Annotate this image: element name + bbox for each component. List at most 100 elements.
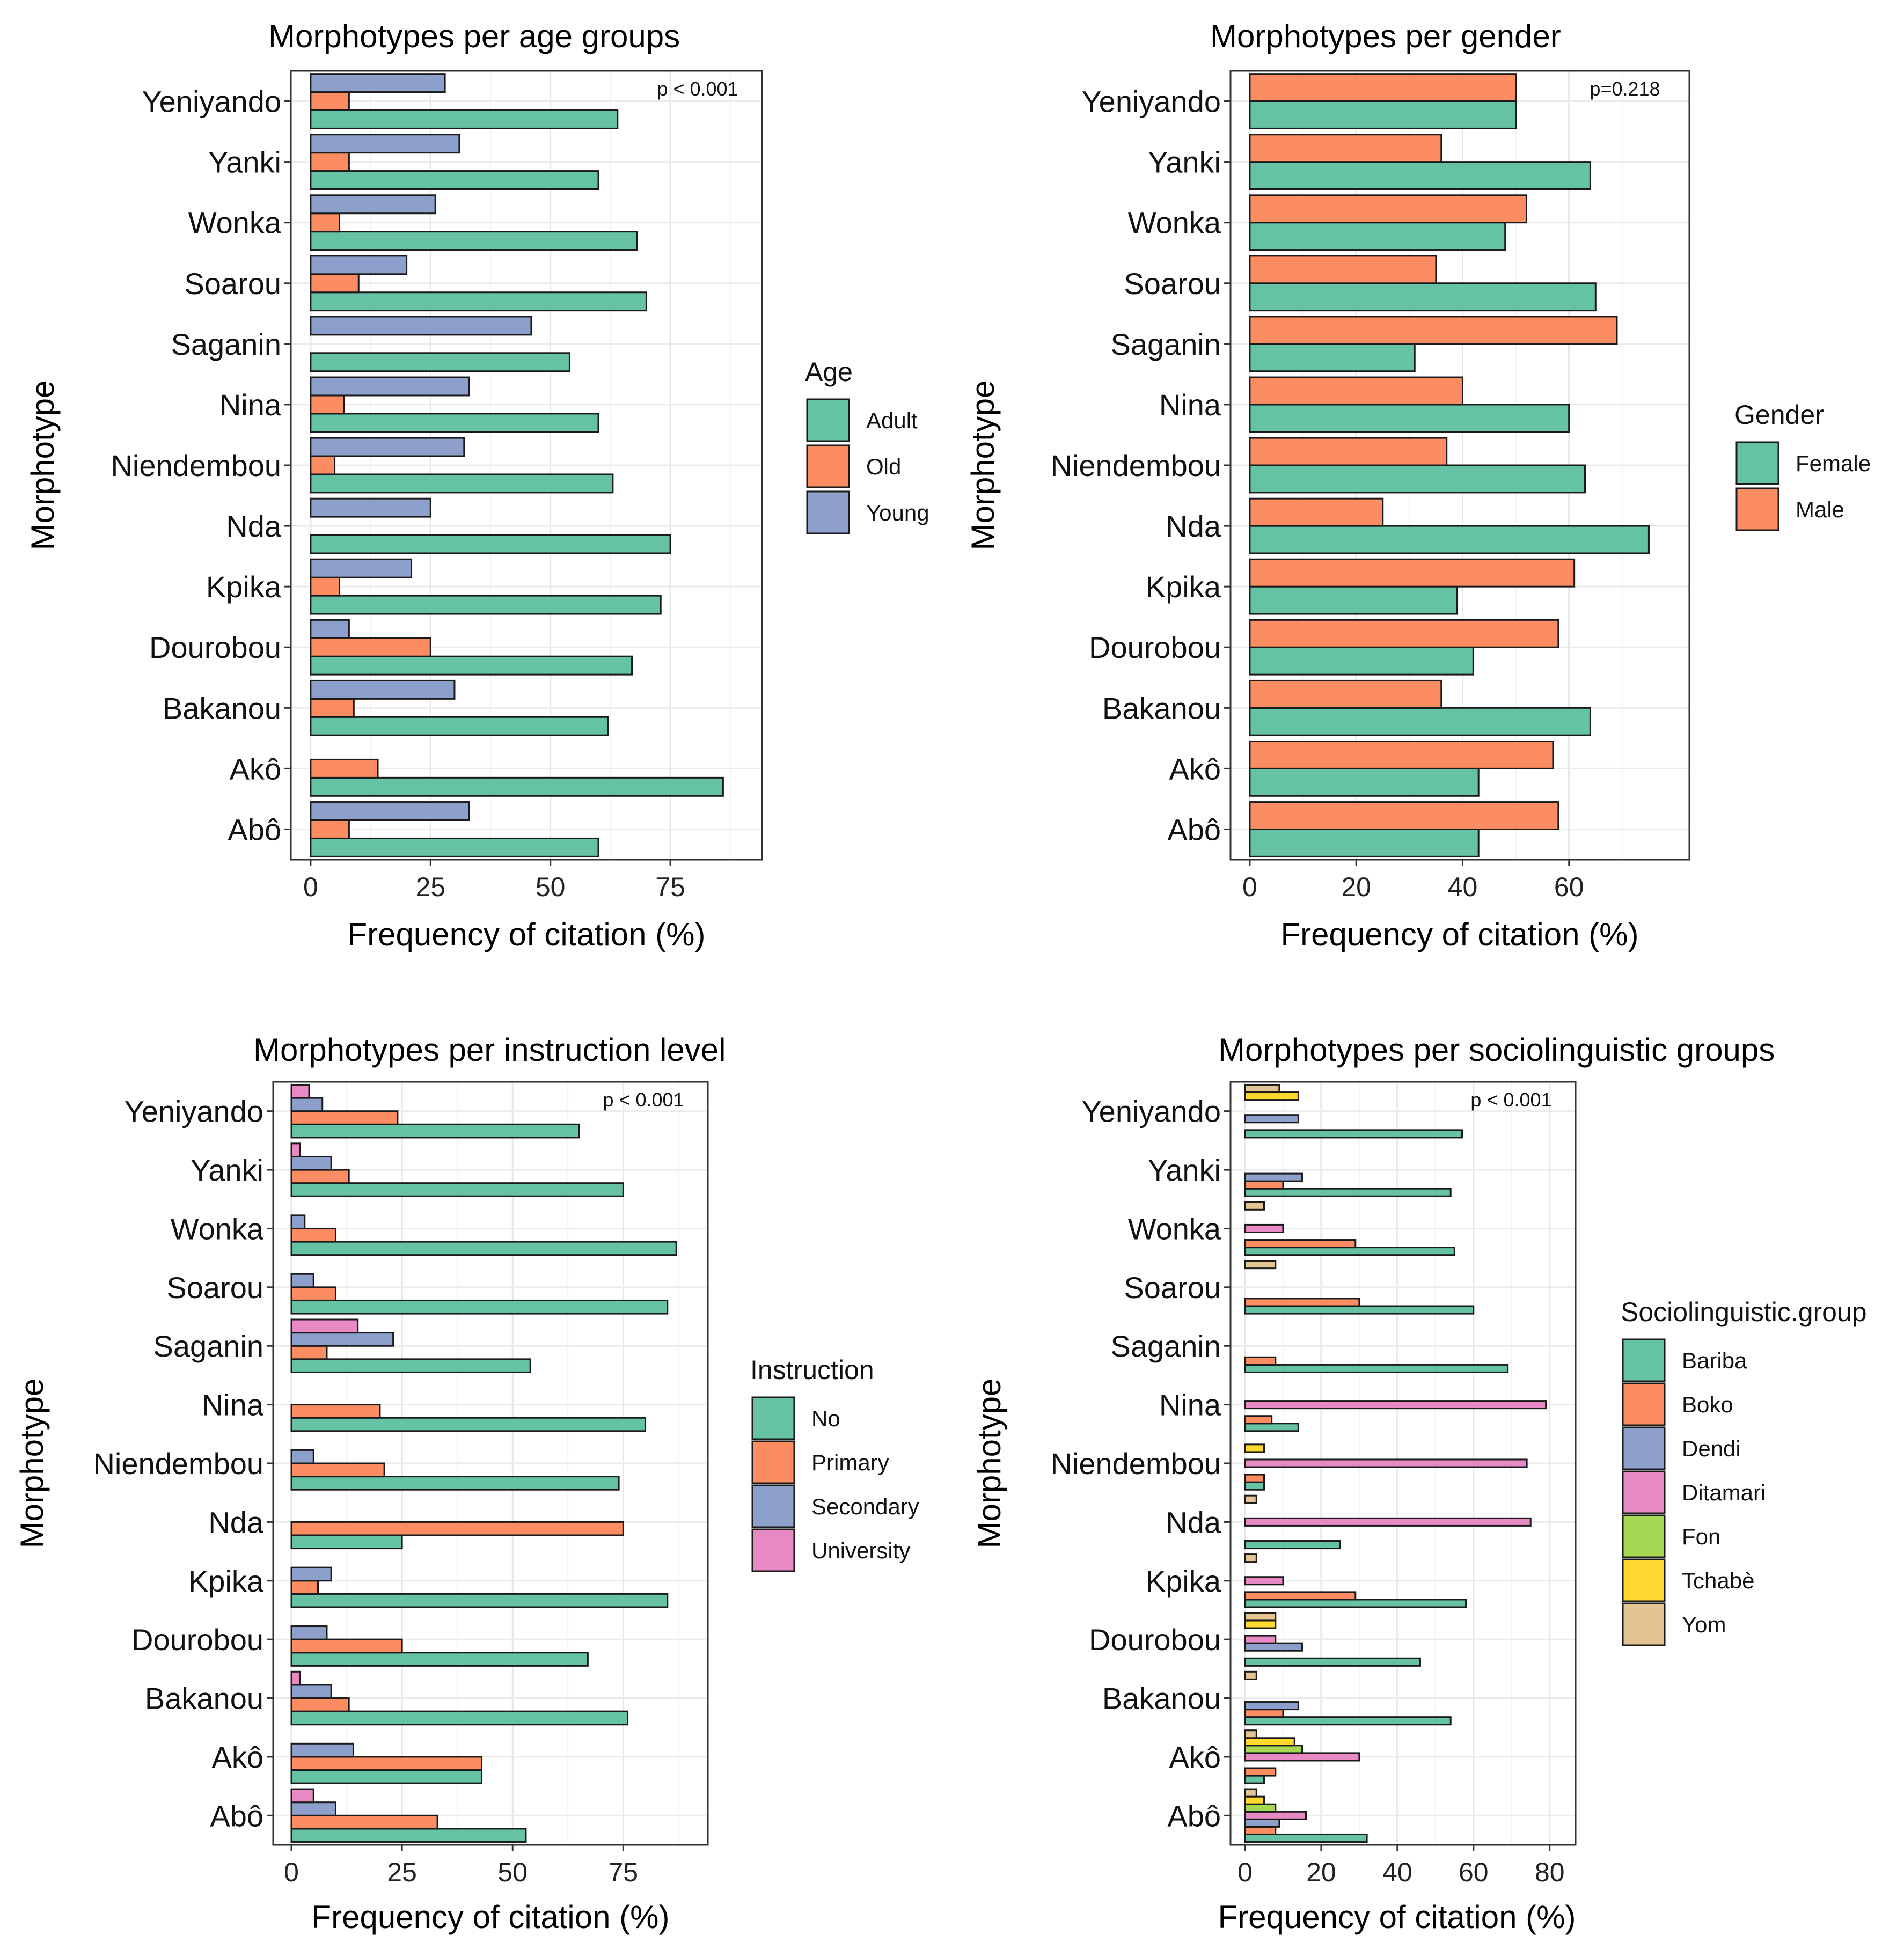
bar-male (1249, 619, 1559, 648)
bar-boko (1244, 1826, 1277, 1835)
p-value-annotation: p < 0.001 (603, 1089, 684, 1111)
bar-dendi (1244, 1642, 1303, 1652)
x-tick-label: 0 (1242, 872, 1257, 902)
bar-secondary (290, 1332, 394, 1347)
bar-boko (1244, 1298, 1360, 1307)
bar-young (310, 194, 436, 215)
chart-title: Morphotypes per gender (1210, 18, 1561, 54)
bar-yom (1244, 1260, 1277, 1270)
legend: Age Adult Old Young (805, 357, 929, 534)
bar-male (1249, 558, 1576, 588)
bar-female (1249, 282, 1597, 312)
bar-old (310, 394, 345, 415)
bar-ditamari (1244, 1576, 1284, 1586)
bar-boko (1244, 1180, 1284, 1190)
legend-key-female (1735, 441, 1779, 485)
category-label: Nda (208, 1505, 264, 1539)
bar-female (1249, 707, 1591, 736)
bars (310, 73, 724, 857)
category-label: Bakanou (1102, 691, 1221, 725)
bar-adult (310, 655, 633, 676)
bar-adult (310, 473, 614, 494)
bar-male (1249, 73, 1517, 102)
bar-adult (310, 352, 570, 372)
bar-bariba (1244, 1657, 1421, 1667)
category-labels: Yeniyando Yanki Wonka Soarou Saganin Nina Nien… (1050, 85, 1231, 846)
chart-title: Morphotypes per sociolinguistic groups (1218, 1032, 1775, 1068)
category-labels: Yeniyando Yanki Wonka Soarou Saganin Nina Nien… (93, 1095, 273, 1833)
bar-primary (290, 1756, 483, 1771)
bar-primary (290, 1638, 403, 1654)
bar-no (290, 1652, 589, 1667)
bar-young (310, 73, 446, 93)
bar-old (310, 819, 350, 839)
p-value-annotation: p < 0.001 (1470, 1089, 1551, 1111)
bar-male (1249, 741, 1554, 769)
bars (290, 1083, 677, 1843)
x-axis: 0 25 50 75 (284, 1845, 638, 1887)
category-label: Nda (1166, 1505, 1221, 1539)
bar-male (1249, 679, 1442, 709)
bar-secondary (290, 1449, 314, 1464)
bar-university (290, 1142, 302, 1157)
category-label: Soarou (184, 267, 281, 300)
bar-young (310, 679, 456, 700)
bar-female (1249, 161, 1591, 190)
category-label: Yanki (208, 145, 281, 179)
bar-no (290, 1241, 677, 1256)
bar-old (310, 758, 379, 779)
category-label: Nina (1159, 1388, 1221, 1422)
bar-secondary (290, 1155, 332, 1171)
bar-yom (1244, 1612, 1277, 1622)
x-tick-label: 20 (1341, 872, 1371, 902)
legend-label: No (811, 1406, 840, 1431)
chart-instruction: Morphotypes per instruction level Yeniyan… (14, 1032, 919, 1935)
legend-label: University (811, 1538, 910, 1563)
category-label: Yeniyando (1081, 85, 1221, 119)
bar-dendi (1244, 1172, 1303, 1182)
bar-adult (310, 109, 619, 129)
category-label: Akô (230, 752, 282, 786)
bar-yom (1244, 1729, 1257, 1739)
category-label: Abô (1167, 1799, 1221, 1833)
category-label: Soarou (1124, 1271, 1221, 1304)
bar-male (1249, 255, 1437, 284)
legend-title: Sociolinguistic.group (1621, 1297, 1867, 1327)
bar-boko (1244, 1356, 1277, 1366)
x-tick-label: 75 (609, 1857, 639, 1887)
chart-gender: Morphotypes per gender Yeniyando Yanki Wonk… (965, 18, 1871, 952)
category-label: Yeniyando (1081, 1095, 1221, 1128)
bar-adult (310, 716, 609, 736)
bar-yom (1244, 1201, 1265, 1211)
category-labels: Yeniyando Yanki Wonka Soarou Saganin Nina Nien… (1050, 1095, 1231, 1833)
bar-secondary (290, 1801, 336, 1816)
bar-secondary (290, 1097, 324, 1112)
legend-key-old (806, 444, 850, 488)
bars (1244, 1083, 1547, 1843)
category-label: Nina (219, 388, 282, 422)
bar-boko (1244, 1474, 1265, 1483)
bar-old (310, 212, 340, 233)
bar-fon (1244, 1803, 1277, 1813)
bar-university (290, 1318, 359, 1334)
category-label: Kpika (206, 570, 282, 604)
panel-border (272, 1081, 709, 1846)
legend-label: Boko (1682, 1392, 1733, 1417)
bar-no (290, 1828, 527, 1843)
legend-label: Dendi (1682, 1436, 1741, 1461)
chart-socio: Morphotypes per sociolinguistic groups Ye… (971, 1032, 1867, 1935)
chart-title: Morphotypes per age groups (268, 18, 680, 54)
bar-ditamari (1244, 1752, 1360, 1762)
legend: Instruction No Primary Secondary University (750, 1355, 919, 1572)
bar-young (310, 255, 408, 275)
category-label: Soarou (166, 1271, 263, 1304)
x-tick-label: 50 (536, 872, 566, 902)
bar-boko (1244, 1709, 1284, 1718)
category-label: Saganin (153, 1329, 263, 1363)
panel-border (290, 70, 763, 861)
legend-title: Instruction (750, 1355, 874, 1385)
y-axis-title: Morphotype (14, 1379, 50, 1549)
bar-young (310, 801, 470, 821)
x-tick-label: 0 (303, 872, 318, 902)
